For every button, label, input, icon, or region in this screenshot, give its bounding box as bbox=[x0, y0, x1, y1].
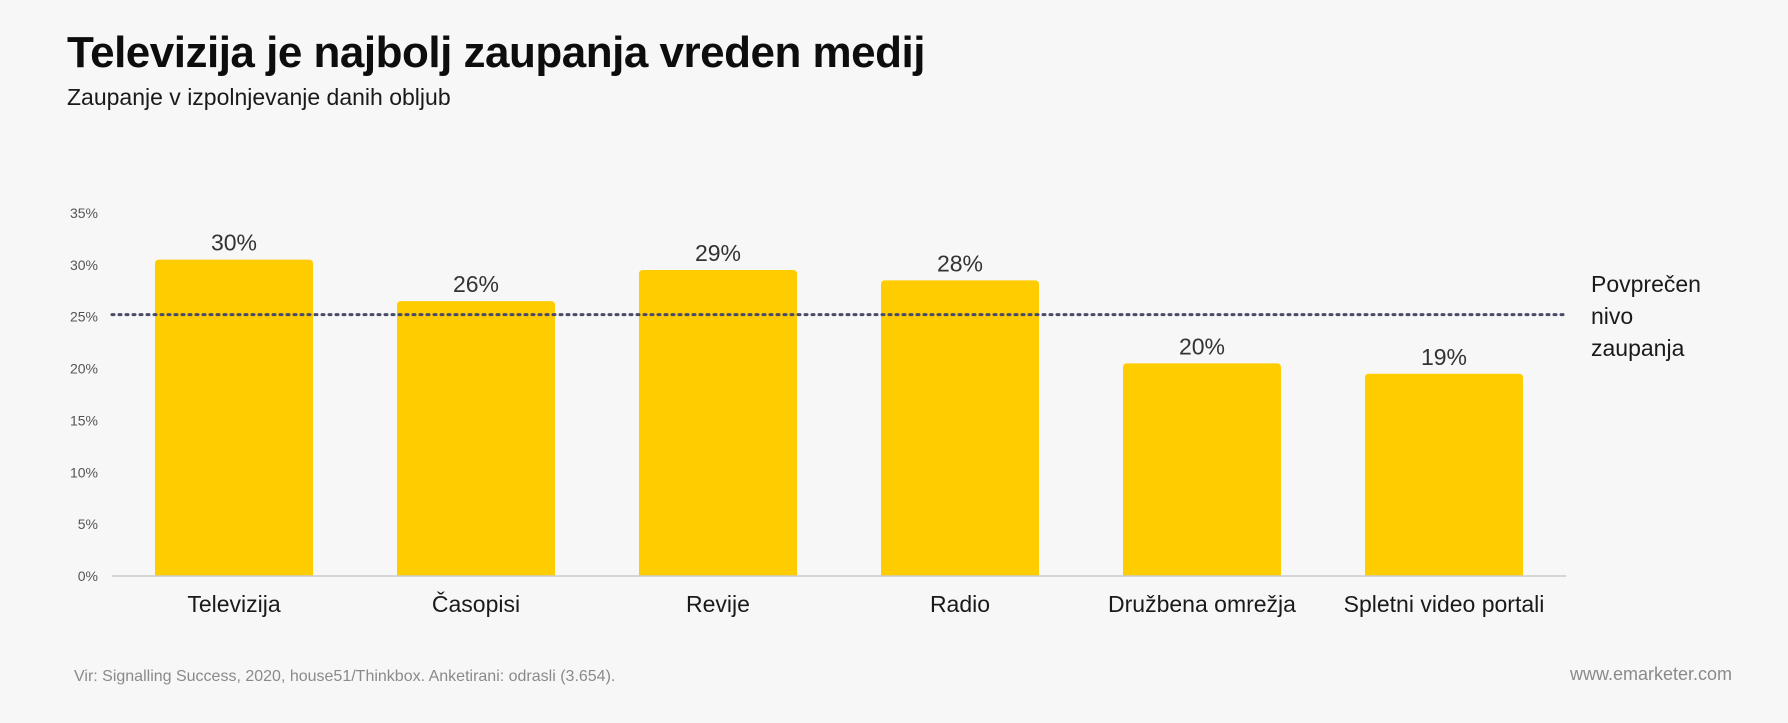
bar bbox=[1365, 373, 1523, 576]
y-tick-label: 5% bbox=[78, 516, 98, 532]
chart-title: Televizija je najbolj zaupanja vreden me… bbox=[67, 28, 925, 77]
value-label: 19% bbox=[1421, 344, 1467, 370]
value-label: 29% bbox=[695, 240, 741, 266]
category-label: Revije bbox=[686, 591, 750, 617]
category-label: Družbena omrežja bbox=[1108, 591, 1296, 617]
value-label: 30% bbox=[211, 230, 257, 256]
chart-subtitle: Zaupanje v izpolnjevanje danih obljub bbox=[67, 84, 451, 110]
bar bbox=[155, 259, 313, 576]
reference-line-label: zaupanja bbox=[1591, 335, 1685, 361]
bar-chart: 0% 5% 10% 15% 20% 25% 30% 35% Povprečen nivo zaupa… bbox=[70, 205, 1701, 617]
value-label: 20% bbox=[1179, 333, 1225, 359]
reference-line-label: Povprečen bbox=[1591, 271, 1701, 297]
bar bbox=[881, 280, 1039, 576]
value-label: 28% bbox=[937, 250, 983, 276]
y-tick-label: 35% bbox=[70, 205, 98, 221]
bar bbox=[1123, 363, 1281, 576]
category-label: Spletni video portali bbox=[1344, 591, 1545, 617]
y-tick-label: 20% bbox=[70, 361, 98, 377]
category-label: Radio bbox=[930, 591, 990, 617]
category-label: Televizija bbox=[187, 591, 281, 617]
y-tick-label: 15% bbox=[70, 412, 98, 428]
reference-line-label: nivo bbox=[1591, 303, 1633, 329]
bar bbox=[639, 270, 797, 576]
category-label: Časopisi bbox=[432, 590, 520, 617]
brand-link[interactable]: www.emarketer.com bbox=[1569, 664, 1732, 684]
source-note: Vir: Signalling Success, 2020, house51/T… bbox=[74, 668, 616, 685]
y-tick-label: 25% bbox=[70, 309, 98, 325]
bar bbox=[397, 301, 555, 576]
y-tick-label: 0% bbox=[78, 568, 98, 584]
value-label: 26% bbox=[453, 271, 499, 297]
y-tick-label: 30% bbox=[70, 257, 98, 273]
y-tick-label: 10% bbox=[70, 464, 98, 480]
